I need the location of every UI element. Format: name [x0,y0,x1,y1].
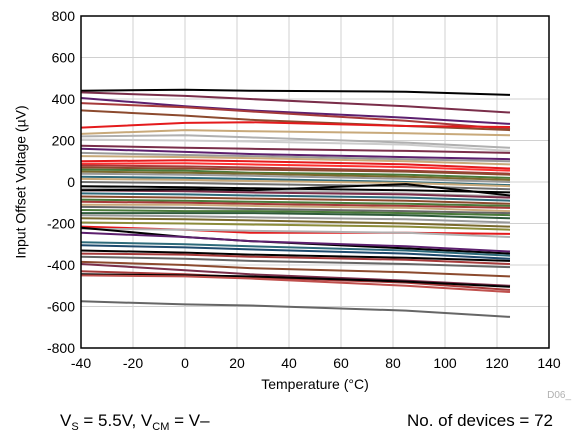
series-line-20 [80,172,511,183]
series-line-28 [80,192,511,202]
series-line-42 [80,231,511,253]
vcm-value: = V– [169,411,210,430]
plot-frame [80,15,550,349]
y-tick-label: 600 [52,50,76,66]
series-line-34 [80,209,511,217]
series-line-15 [80,162,511,172]
series-line-27 [80,183,511,197]
x-tick-labels: -40 -20 0 20 40 60 80 100 120 140 [71,355,561,371]
vs-value: = 5.5V, V [78,411,153,430]
y-axis-label: Input Offset Voltage (µV) [13,105,29,258]
x-tick-label: 120 [485,355,509,371]
series-line-44 [80,244,511,260]
vs-subscript: S [71,421,79,433]
y-tick-label: -400 [47,257,75,273]
x-tick-label: 20 [229,355,245,371]
series-line-47 [80,255,511,269]
series-line-33 [80,205,511,215]
series-line-14 [80,159,511,170]
series-line-48 [80,260,511,278]
y-tick-label: -800 [47,340,75,356]
figure-code: D06_ [547,390,571,401]
test-conditions: VS = 5.5V, VCM = V– [60,411,210,433]
series-line-7 [80,129,511,137]
series-line-22 [80,177,511,188]
x-tick-label: 100 [433,355,457,371]
series-line-31 [80,200,511,209]
y-tick-label: -600 [47,299,75,315]
series-line-24 [80,185,511,194]
series-line-5 [80,109,511,132]
device-count: No. of devices = 72 [406,411,553,430]
y-tick-label: -200 [47,216,75,232]
series-line-12 [80,151,511,163]
y-tick-labels: 800 600 400 200 0 -200 -400 -600 -800 [47,8,75,356]
x-axis-label: Temperature (°C) [261,376,369,392]
series-line-10 [80,144,511,154]
series-line-8 [80,134,511,149]
series-line-32 [81,203,511,213]
x-tick-label: 140 [537,355,561,371]
series-line-9 [80,138,511,152]
x-tick-label: 80 [385,355,401,371]
series-line-29 [80,195,511,205]
series-line-37 [80,217,511,228]
series-line-46 [80,252,511,265]
series-line-40 [80,227,511,238]
y-tick-label: 400 [52,91,76,107]
series-line-19 [80,170,511,181]
series-line-35 [81,212,511,220]
series-line-51 [80,273,511,288]
series-line-30 [80,198,511,207]
x-tick-label: 0 [181,355,189,371]
series-line-6 [80,121,511,129]
series-line-13 [80,155,511,166]
series-line-2 [80,91,511,114]
series-line-38 [80,221,511,231]
vs-symbol: V [60,411,72,430]
series-line-52 [80,274,511,293]
series-line-53 [80,300,511,318]
series-line-4 [80,102,511,131]
y-tick-label: 0 [67,174,75,190]
series-line-36 [80,214,511,224]
y-tick-label: 800 [52,8,76,24]
series-line-26 [80,189,511,199]
series-line-11 [80,147,511,161]
series-line-21 [80,175,511,187]
x-tick-label: -40 [71,355,91,371]
series-line-1 [80,88,511,96]
x-tick-label: 40 [281,355,297,371]
series-line-43 [80,241,511,257]
series-line-17 [80,166,511,176]
x-tick-label: -20 [123,355,143,371]
series-line-45 [80,249,511,262]
x-tick-label: 60 [333,355,349,371]
vcm-subscript: CM [152,421,170,433]
series-group [80,88,511,318]
y-tick-label: 200 [52,133,76,149]
